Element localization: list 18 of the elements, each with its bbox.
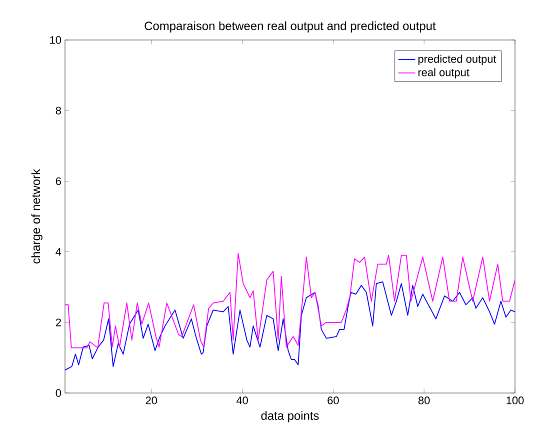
y-axis-title: charge of network	[31, 168, 42, 264]
x-tick-label: 40	[236, 396, 248, 404]
y-tick-label: 8	[56, 106, 61, 114]
y-tick-label: 4	[56, 248, 62, 256]
x-tick-label: 60	[328, 396, 339, 404]
line-series	[65, 281, 515, 371]
legend-label: predicted output	[418, 54, 496, 65]
y-tick-label: 6	[56, 177, 61, 186]
chart-title: Comparaison between real output and predicted output	[144, 21, 436, 32]
line-series	[65, 253, 515, 348]
y-tick-label: 2	[56, 318, 61, 326]
x-tick-label: 100	[506, 396, 524, 404]
legend-label: real output	[418, 68, 470, 78]
x-tick-label: 20	[146, 396, 158, 404]
y-tick-label: 10	[50, 36, 62, 44]
x-axis-title: data points	[261, 411, 319, 422]
x-tick-label: 80	[418, 396, 430, 404]
y-tick-label: 0	[56, 389, 62, 397]
